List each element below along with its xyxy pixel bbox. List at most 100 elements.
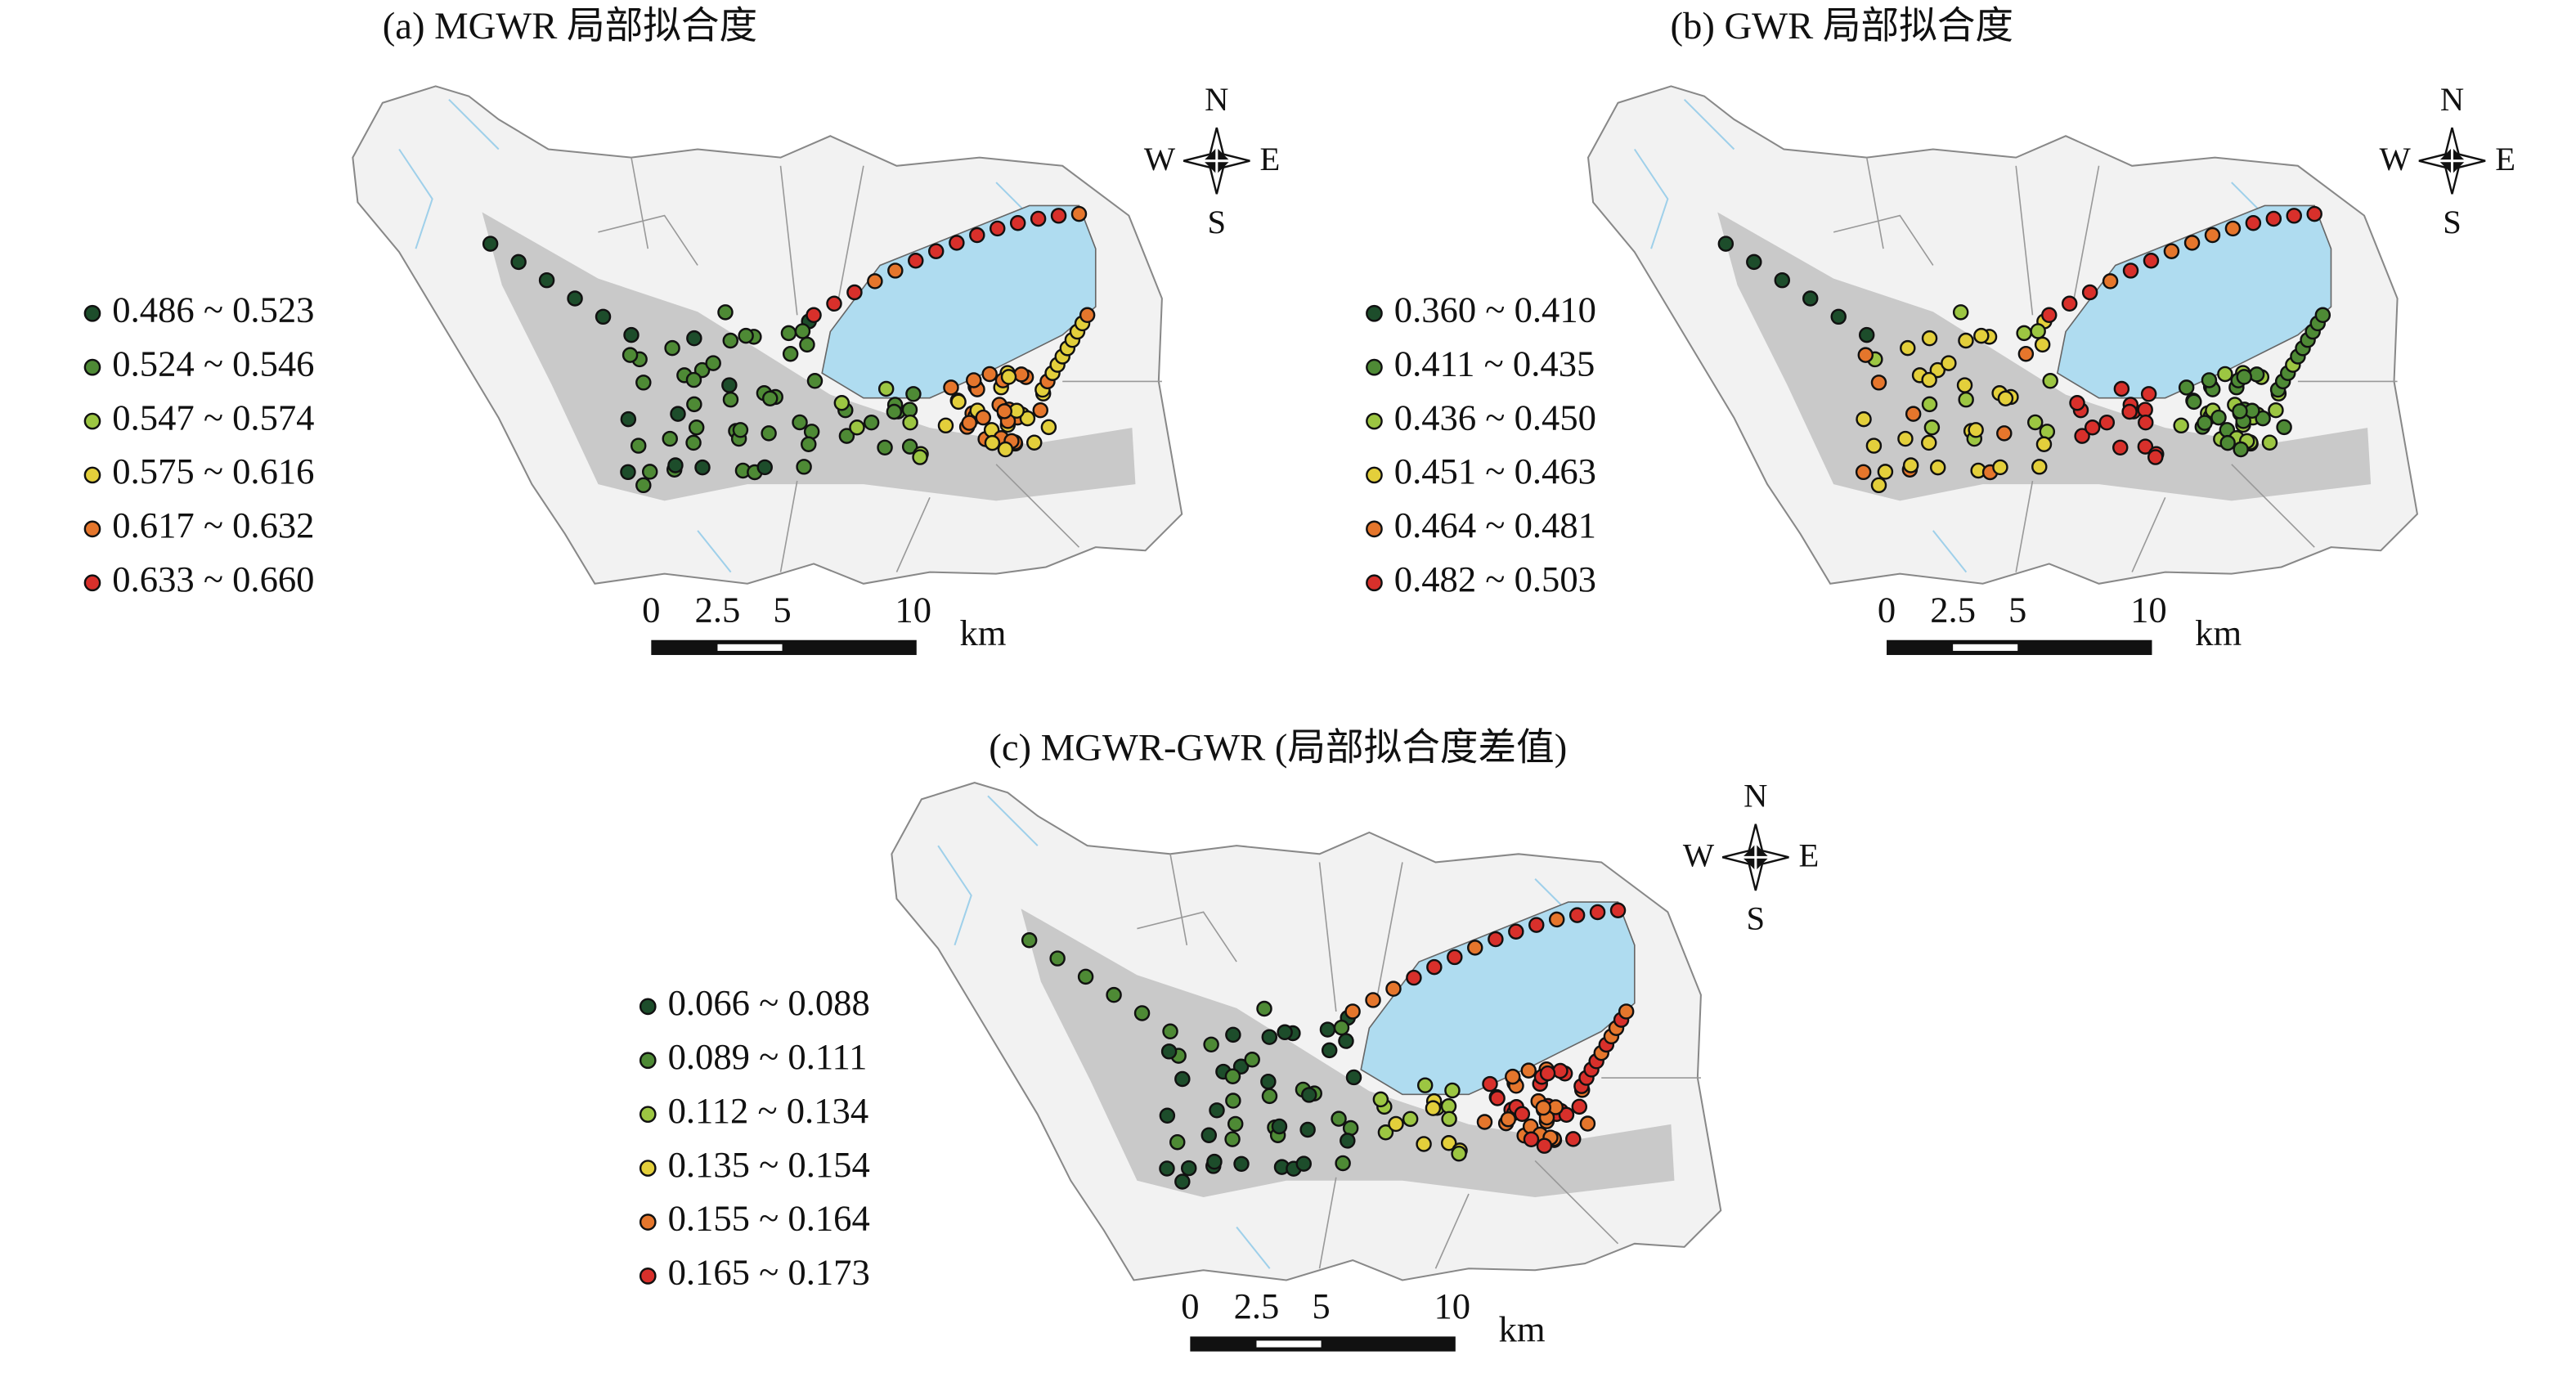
site-point — [966, 372, 982, 388]
site-point — [686, 330, 702, 347]
site-point — [2074, 428, 2090, 444]
site-point — [849, 420, 865, 436]
site-point — [1224, 1068, 1241, 1084]
legend-swatch — [83, 520, 101, 538]
legend-label: 0.411 ~ 0.435 — [1394, 343, 1595, 384]
site-point — [630, 437, 647, 454]
scale-unit: km — [2195, 612, 2242, 653]
site-point — [1321, 1042, 1338, 1059]
site-point — [664, 339, 680, 357]
site-point — [2112, 439, 2129, 456]
scale-label: 10 — [2130, 590, 2167, 630]
legend-label: 0.066 ~ 0.088 — [668, 982, 870, 1023]
site-point — [1377, 1124, 1394, 1141]
site-point — [662, 430, 678, 447]
scale-bar-segment — [1256, 1340, 1322, 1348]
legend-swatch — [1366, 520, 1383, 538]
site-point — [780, 325, 797, 342]
site-point — [2143, 253, 2160, 269]
legend-swatch — [83, 358, 101, 376]
site-point — [2026, 414, 2044, 431]
site-point — [1256, 1000, 1272, 1017]
site-point — [2016, 325, 2032, 342]
scale-bar — [651, 639, 917, 655]
legend-label: 0.617 ~ 0.632 — [112, 505, 314, 545]
site-point — [1856, 411, 1872, 428]
site-point — [1956, 377, 1973, 393]
site-point — [1261, 1029, 1278, 1045]
site-point — [1000, 369, 1017, 385]
compass-west: W — [1144, 141, 1176, 177]
site-point — [2286, 208, 2302, 224]
site-point — [2201, 372, 2218, 388]
site-point — [1340, 1133, 1356, 1149]
site-point — [1528, 917, 1545, 933]
site-point — [2035, 436, 2053, 452]
site-point — [867, 273, 883, 289]
compass-east: E — [1799, 837, 1820, 874]
legend-swatch — [1366, 574, 1383, 592]
site-point — [685, 371, 702, 388]
site-point — [996, 403, 1012, 420]
legend-swatch — [1366, 466, 1383, 484]
scale-label: 10 — [1434, 1286, 1470, 1326]
site-point — [887, 262, 904, 279]
site-point — [1032, 402, 1048, 419]
site-point — [908, 253, 924, 269]
scale-label: 5 — [773, 590, 791, 630]
site-point — [801, 436, 817, 452]
site-point — [1345, 1069, 1362, 1086]
site-point — [1331, 1111, 1347, 1127]
site-point — [2163, 243, 2180, 259]
site-point — [1488, 931, 1504, 948]
site-point — [1579, 1115, 1596, 1132]
site-point — [717, 304, 734, 321]
site-point — [2081, 284, 2098, 301]
site-point — [1344, 1003, 1361, 1020]
scale-label: 0 — [1878, 590, 1896, 630]
compass-west: W — [2380, 141, 2412, 177]
compass-west: W — [1683, 837, 1715, 874]
scale-label: 10 — [895, 590, 931, 630]
site-point — [2219, 434, 2236, 451]
scale-unit: km — [1499, 1309, 1546, 1350]
site-point — [1224, 1131, 1241, 1147]
site-point — [1447, 949, 1463, 966]
site-point — [1425, 1100, 1442, 1116]
compass-east: E — [2495, 141, 2515, 177]
site-point — [635, 477, 652, 494]
site-point — [2265, 210, 2282, 227]
site-point — [2041, 307, 2058, 324]
panel-title: (c) MGWR-GWR (局部拟合度差值) — [989, 726, 1567, 769]
site-point — [1476, 1114, 1493, 1130]
site-point — [1174, 1173, 1191, 1190]
site-point — [1548, 911, 1565, 928]
site-point — [2122, 262, 2139, 279]
site-point — [1049, 950, 1066, 967]
scale-unit: km — [960, 612, 1007, 653]
scale-bar — [1190, 1336, 1456, 1352]
site-point — [482, 236, 499, 252]
site-point — [2314, 307, 2331, 324]
legend-swatch — [639, 1160, 657, 1177]
site-point — [2178, 379, 2195, 396]
site-point — [1206, 1153, 1223, 1170]
site-point — [1618, 1003, 1635, 1020]
site-point — [1482, 1075, 1498, 1093]
site-point — [1520, 1062, 1537, 1079]
site-point — [688, 420, 705, 436]
site-point — [1426, 958, 1443, 976]
site-point — [2204, 227, 2221, 244]
site-point — [950, 393, 967, 411]
scale-label: 2.5 — [1930, 590, 1976, 630]
site-point — [984, 434, 1001, 451]
site-point — [2173, 417, 2189, 434]
site-point — [1225, 1026, 1241, 1043]
site-point — [2255, 410, 2271, 427]
site-point — [1900, 339, 1916, 357]
site-point — [1416, 1136, 1432, 1152]
compass-rose — [2417, 126, 2487, 195]
site-point — [1558, 1106, 1575, 1124]
site-point — [2236, 369, 2252, 385]
site-point — [1466, 940, 1483, 956]
